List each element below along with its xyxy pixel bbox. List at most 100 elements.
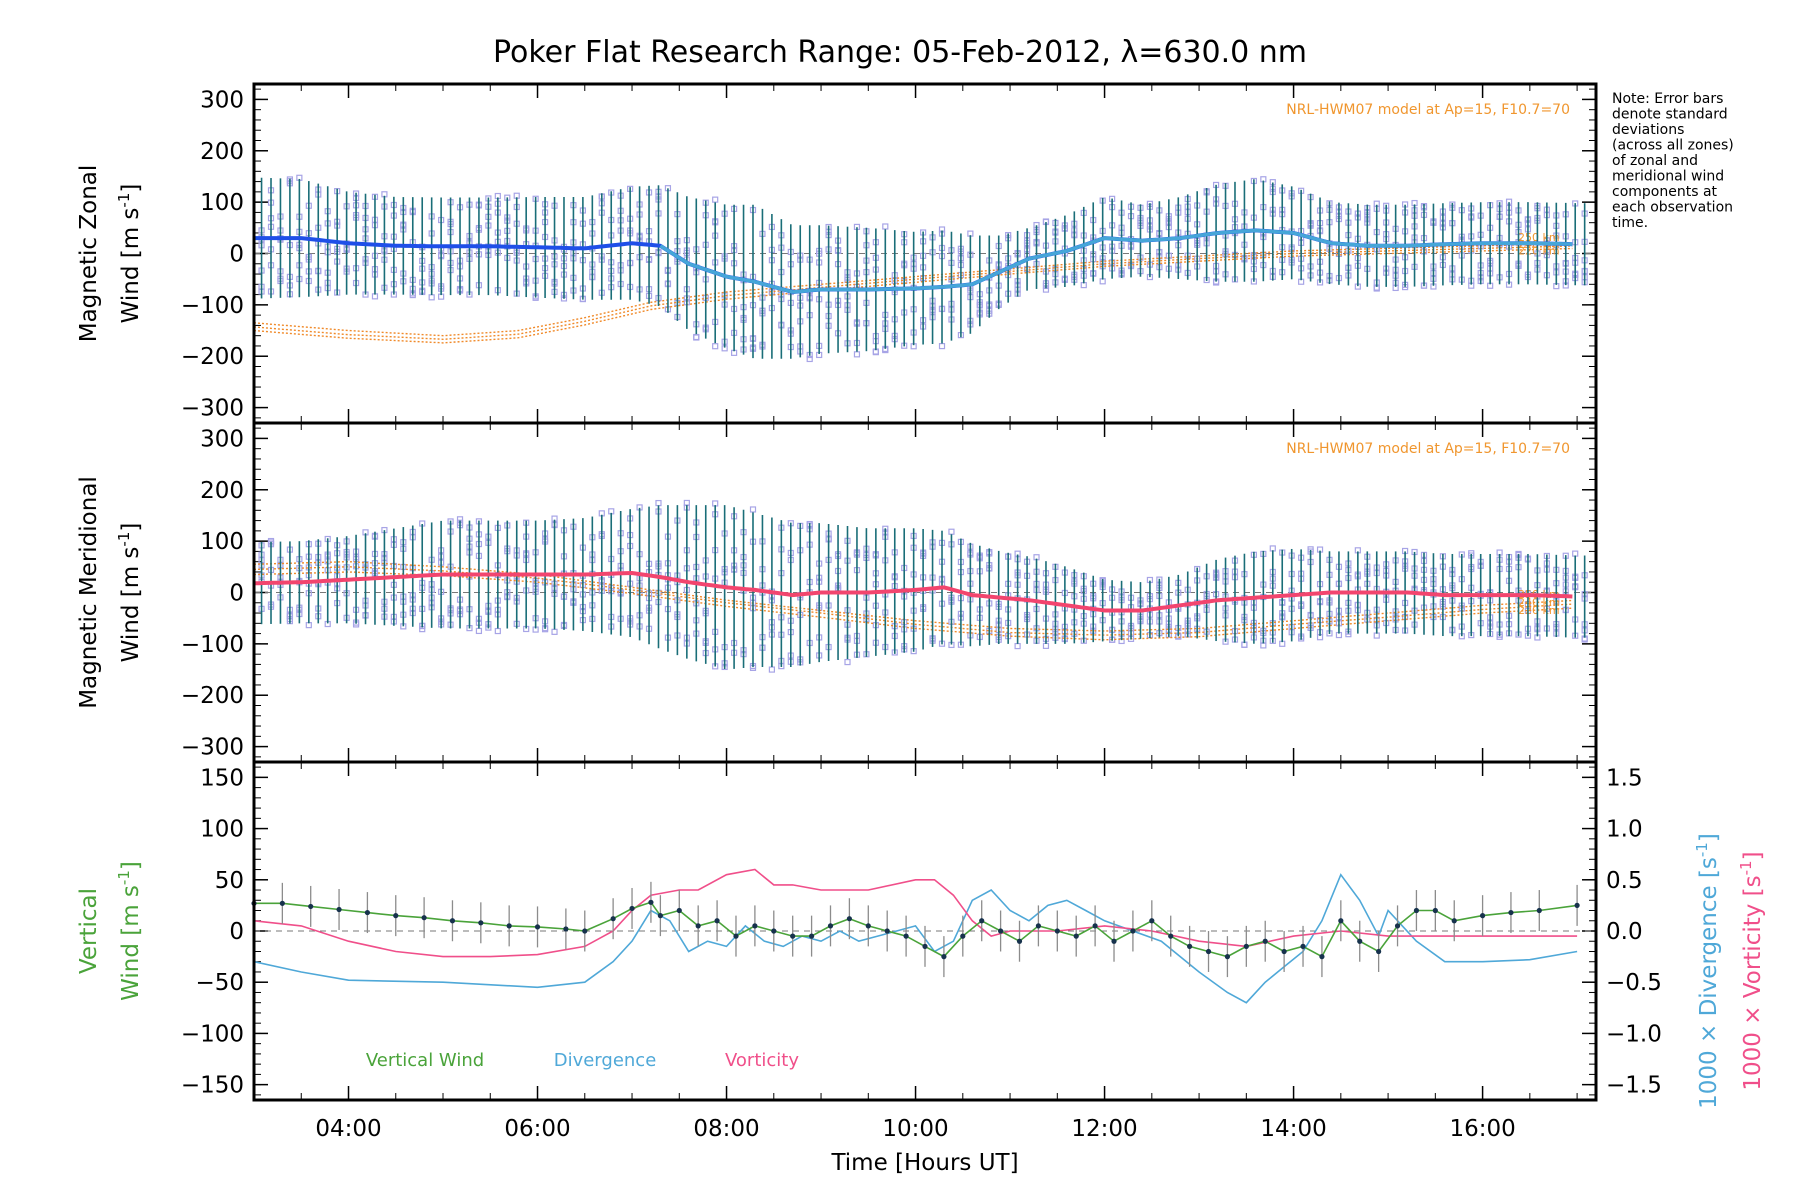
zone-square xyxy=(882,223,889,230)
vertical-wind-point xyxy=(846,916,852,922)
vertical-wind-point xyxy=(1111,938,1117,944)
y-axis-label-part: Wind [m s xyxy=(118,208,144,324)
zone-square xyxy=(693,333,700,341)
zone-square xyxy=(371,293,379,300)
vertical-wind-point xyxy=(364,909,371,916)
vertical-wind-point xyxy=(1574,902,1580,908)
vertical-wind-point xyxy=(1479,913,1486,919)
vorticity-axis-label-part: 1000 × Vorticity [s xyxy=(1740,875,1766,1090)
zone-square xyxy=(948,528,955,535)
vorticity-axis-label-sup: -1 xyxy=(1737,860,1755,875)
zonal-panel: 300 200 100 0 −100 −200 −300 Magnetic Zonal Wind… xyxy=(76,82,1598,425)
plot-frame xyxy=(252,760,1598,1102)
vertical-wind-point xyxy=(478,920,484,926)
vertical-wind-point xyxy=(884,928,890,934)
y-axis-label: Vertical xyxy=(76,888,102,974)
y2-tick-label: 0.0 xyxy=(1606,919,1643,945)
y-tick-label: 0 xyxy=(229,919,244,945)
y-axis-label-part: Wind [m s xyxy=(118,547,144,663)
vertical-wind-point xyxy=(808,933,815,939)
vertical-wind-point xyxy=(610,916,616,922)
vertical-wind-point xyxy=(1187,943,1193,949)
zone-square xyxy=(712,343,719,350)
y-axis-label-sup: -1 xyxy=(115,193,133,208)
vertical-wind-point xyxy=(648,899,654,905)
divergence-axis-label-part: ] xyxy=(1696,833,1722,842)
zone-square xyxy=(806,355,813,363)
vertical-wind-point xyxy=(657,913,663,919)
vertical-wind-point xyxy=(393,913,399,919)
note-line: components at xyxy=(1612,184,1718,200)
note-line: (across all zones) xyxy=(1612,138,1734,154)
vertical-wind-point xyxy=(941,954,947,960)
vertical-wind-point xyxy=(279,900,285,906)
vertical-wind-point xyxy=(865,923,871,929)
vertical-wind-point xyxy=(1376,948,1382,955)
zone-square xyxy=(1572,550,1579,557)
model-label: NRL-HWM07 model at Ap=15, F10.7=70 xyxy=(1286,102,1570,118)
vertical-wind-point xyxy=(629,905,635,912)
vertical-wind-point xyxy=(582,928,588,934)
y2-tick-label: −0.5 xyxy=(1606,970,1662,996)
note-line: deviations xyxy=(1612,122,1684,138)
vertical-wind-point xyxy=(563,926,569,932)
y2-tick-label: 1.5 xyxy=(1606,765,1643,791)
y-tick-label: 0 xyxy=(229,581,244,607)
zone-square xyxy=(305,622,312,629)
vertical-wind-point xyxy=(1243,943,1249,949)
y-tick-label: −100 xyxy=(181,1021,244,1047)
y-tick-label: −200 xyxy=(181,683,244,709)
vertical-wind-point xyxy=(1092,923,1098,929)
y-tick-label: 100 xyxy=(200,190,244,216)
chart-title: Poker Flat Research Range: 05-Feb-2012, … xyxy=(493,35,1307,70)
vertical-wind-point xyxy=(1300,943,1306,949)
vertical-wind-point xyxy=(1508,909,1514,916)
y-tick-label: −100 xyxy=(181,293,244,319)
x-tick-label: 16:00 xyxy=(1449,1116,1515,1142)
x-tick-label: 12:00 xyxy=(1071,1116,1137,1142)
y2-tick-label: −1.0 xyxy=(1606,1021,1662,1047)
model-alt-label: 220 km xyxy=(1518,244,1560,257)
divergence-axis-label-sup: -1 xyxy=(1693,842,1711,857)
vertical-wind-point xyxy=(790,933,796,939)
y-tick-label: 300 xyxy=(200,426,244,452)
vertical-wind-point xyxy=(827,923,834,929)
x-axis-label: Time [Hours UT] xyxy=(830,1150,1018,1176)
x-tick-label: 14:00 xyxy=(1260,1116,1326,1142)
vertical-wind-point xyxy=(1338,918,1344,924)
vertical-wind-point xyxy=(1262,938,1268,944)
legend-item: Divergence xyxy=(554,1050,657,1071)
zone-square xyxy=(428,294,435,301)
y-axis-label-part: ] xyxy=(118,184,144,193)
vertical-wind-point xyxy=(998,928,1004,934)
x-tick-label: 08:00 xyxy=(693,1116,759,1142)
y-tick-label: 300 xyxy=(200,87,244,113)
zone-square xyxy=(768,666,775,673)
divergence-line xyxy=(253,873,1578,1004)
x-tick-label: 04:00 xyxy=(315,1116,381,1142)
divergence-axis-label: 1000 × Divergence [s-1] xyxy=(1693,833,1722,1109)
vertical-wind-point xyxy=(960,933,966,939)
zone-square xyxy=(1014,642,1021,650)
vertical-wind-point xyxy=(1016,938,1023,944)
y-axis-label-part: ] xyxy=(118,523,144,532)
vertical-wind-point xyxy=(1224,954,1231,960)
vorticity-axis-label: 1000 × Vorticity [s-1] xyxy=(1737,851,1766,1090)
vertical-wind-point xyxy=(714,918,720,924)
note-line: of zonal and xyxy=(1612,153,1698,169)
vertical-wind-point xyxy=(752,923,758,929)
zone-square xyxy=(749,506,757,513)
divergence-axis-label-part: 1000 × Divergence [s xyxy=(1696,857,1722,1109)
vertical-wind-point xyxy=(534,924,541,930)
y-tick-label: −100 xyxy=(181,632,244,658)
y-axis-label-sup: -1 xyxy=(115,532,133,547)
vorticity-axis-label-part: ] xyxy=(1740,851,1766,860)
vertical-wind-point xyxy=(1319,954,1325,960)
y-tick-label: 0 xyxy=(229,242,244,268)
vertical-wind-point xyxy=(1168,933,1174,939)
vertical-wind-point xyxy=(1054,928,1060,934)
model-label: NRL-HWM07 model at Ap=15, F10.7=70 xyxy=(1286,441,1570,457)
vertical-wind-point xyxy=(1205,948,1212,955)
